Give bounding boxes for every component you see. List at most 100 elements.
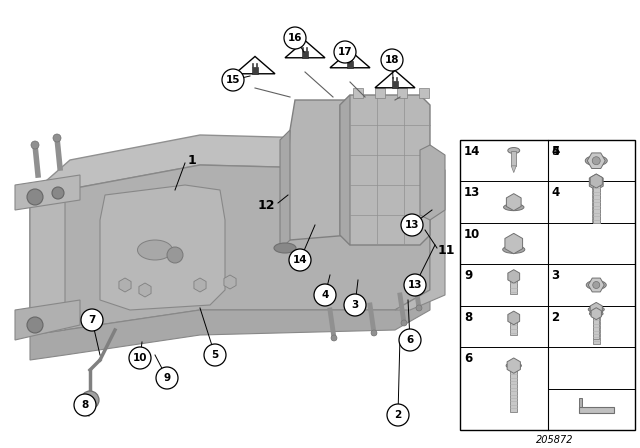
Text: 2: 2 [552,311,559,324]
Circle shape [334,41,356,63]
Polygon shape [420,145,445,220]
Text: 18: 18 [385,55,399,65]
Polygon shape [579,398,582,407]
Text: 11: 11 [438,244,456,257]
Bar [510,318,517,335]
Polygon shape [508,311,520,325]
Circle shape [344,294,366,316]
Text: 16: 16 [288,33,302,43]
Bar [510,276,517,293]
Polygon shape [224,275,236,289]
Circle shape [314,284,336,306]
Circle shape [167,247,183,263]
Polygon shape [15,300,80,340]
Bar [593,314,599,339]
Polygon shape [591,308,602,319]
Text: 14: 14 [464,145,481,158]
Text: 2: 2 [394,410,402,420]
Polygon shape [30,155,430,335]
Bar [419,88,429,98]
Circle shape [593,281,600,289]
Polygon shape [285,40,325,58]
Text: 1: 1 [188,154,196,167]
Polygon shape [30,135,430,195]
Text: 17: 17 [338,47,352,57]
Ellipse shape [502,246,525,254]
Text: 9: 9 [163,373,171,383]
Text: 4: 4 [552,145,560,158]
Bar [302,51,308,58]
Polygon shape [235,56,275,74]
Polygon shape [30,190,65,335]
Text: 10: 10 [464,228,480,241]
Bar [252,67,258,74]
Polygon shape [588,153,605,168]
Circle shape [371,330,377,336]
Circle shape [129,347,151,369]
Text: 4: 4 [552,186,560,199]
Polygon shape [505,233,523,254]
Bar [592,182,600,222]
Text: 3: 3 [552,269,559,282]
Text: 5: 5 [211,350,219,360]
Circle shape [331,335,337,341]
Ellipse shape [504,204,524,211]
Text: 6: 6 [464,352,472,365]
Polygon shape [579,407,614,414]
Circle shape [156,367,178,389]
Bar [460,140,635,430]
Circle shape [401,320,407,326]
Bar [353,88,363,98]
Ellipse shape [586,280,606,289]
Ellipse shape [585,156,607,166]
Text: 5: 5 [552,145,560,158]
Polygon shape [139,283,151,297]
Text: 8: 8 [464,311,472,324]
Text: 9: 9 [464,269,472,282]
Circle shape [387,404,409,426]
Circle shape [381,49,403,71]
Polygon shape [590,174,602,188]
Circle shape [399,329,421,351]
Text: 12: 12 [257,198,275,211]
Polygon shape [375,70,415,88]
Polygon shape [280,130,290,250]
Polygon shape [507,358,520,373]
Circle shape [284,27,306,49]
Polygon shape [511,166,516,172]
Polygon shape [285,100,355,240]
Circle shape [592,157,600,165]
Bar [397,88,407,98]
Bar [510,366,517,412]
Ellipse shape [506,362,522,369]
Text: 8: 8 [81,400,88,410]
Text: 15: 15 [226,75,240,85]
Polygon shape [588,278,604,292]
Polygon shape [508,270,520,283]
Circle shape [401,214,423,236]
Ellipse shape [508,147,520,154]
Bar [593,181,600,223]
Polygon shape [119,278,131,292]
Bar [511,151,516,166]
Circle shape [81,309,103,331]
Polygon shape [30,290,430,360]
Circle shape [31,141,39,149]
Ellipse shape [588,306,604,312]
Polygon shape [340,95,350,245]
Circle shape [52,187,64,199]
Circle shape [74,394,96,416]
Text: 205872: 205872 [536,435,573,445]
Text: 14: 14 [292,255,307,265]
Ellipse shape [138,240,173,260]
Circle shape [289,249,311,271]
Circle shape [222,69,244,91]
Polygon shape [100,185,225,310]
Circle shape [53,134,61,142]
Polygon shape [15,175,80,210]
Text: 13: 13 [404,220,419,230]
Polygon shape [340,95,430,245]
Bar [593,310,600,345]
Text: 7: 7 [88,315,96,325]
Text: 6: 6 [406,335,413,345]
